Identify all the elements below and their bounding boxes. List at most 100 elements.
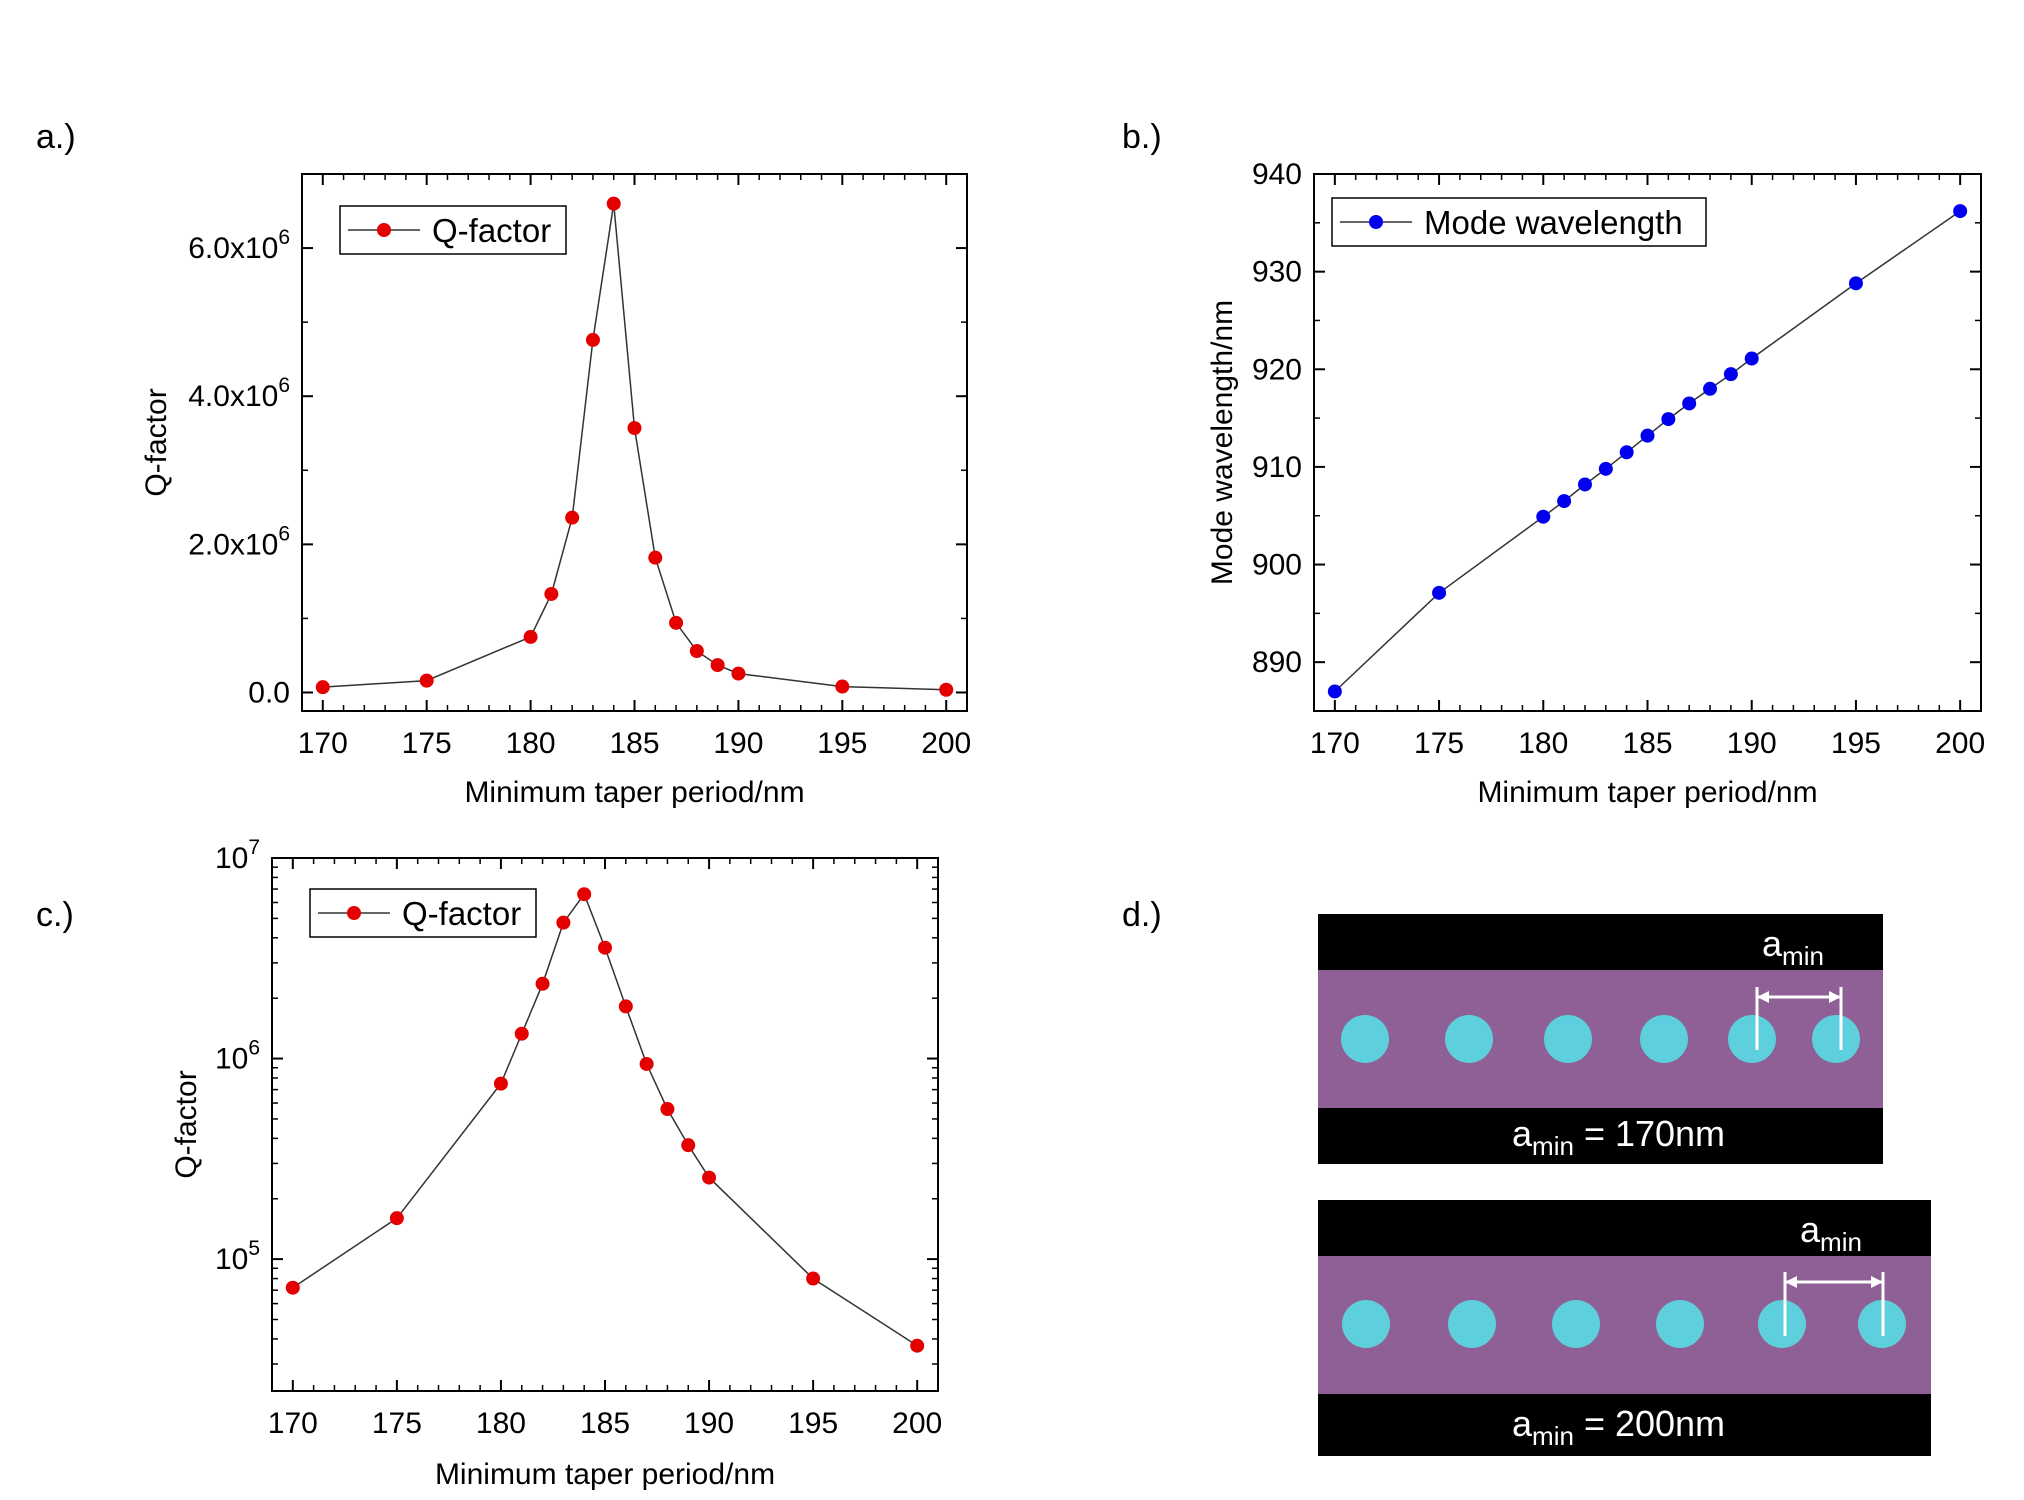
chart-c-data-point: [556, 915, 571, 930]
chart-a-xtick-label: 175: [402, 727, 452, 760]
chart-b-xtick-label: 180: [1518, 727, 1568, 760]
chart-b-ytick-label: 900: [1252, 549, 1302, 582]
chart-b-data-point: [1744, 351, 1759, 366]
chart-a-xlabel: Minimum taper period/nm: [464, 776, 804, 809]
schematic-top: amin amin = 170nm: [1318, 914, 1883, 1164]
panel-label-b: b.): [1122, 118, 1162, 156]
bottom-caption-sub: min: [1532, 1421, 1574, 1451]
chart-a-data-point: [710, 658, 725, 673]
chart-a: 170 175 180 185 190 195 2000.02.0x1064.0x1066.…: [140, 173, 971, 809]
chart-c-data-point: [389, 1211, 404, 1226]
bottom-period-label-a: a: [1800, 1209, 1821, 1250]
chart-a-data-point: [835, 679, 850, 694]
top-lower-bar: [1318, 1108, 1883, 1164]
air-hole: [1448, 1300, 1496, 1348]
bottom-period-arrowhead-left: [1785, 1276, 1797, 1288]
chart-b-data-point: [1723, 367, 1738, 382]
chart-a-ytick-exp: 6: [278, 374, 290, 397]
chart-b-ytick-base: 930: [1252, 256, 1302, 289]
air-hole: [1445, 1015, 1493, 1063]
chart-b-ytick-base: 920: [1252, 353, 1302, 386]
chart-a-data-point: [669, 615, 684, 630]
chart-c-data-point: [910, 1338, 925, 1353]
chart-c-data-point: [618, 999, 633, 1014]
schematic-bottom: amin amin = 200nm: [1318, 1200, 1931, 1456]
chart-b-ytick-label: 930: [1252, 256, 1302, 289]
chart-c-data-point: [577, 887, 592, 902]
bottom-caption-value: = 200nm: [1574, 1403, 1725, 1444]
chart-c-xtick-label: 195: [788, 1407, 838, 1440]
chart-a-ytick-base: 4.0x10: [188, 380, 278, 413]
chart-b-data-point: [1598, 461, 1613, 476]
chart-a-xtick-label: 200: [921, 727, 971, 760]
chart-c-data-point: [535, 976, 550, 991]
chart-a-data-point: [523, 629, 538, 644]
chart-c-ytick-exp: 5: [248, 1237, 260, 1260]
chart-c-data-point: [493, 1076, 508, 1091]
chart-a-data-point: [627, 421, 642, 436]
top-period-arrowhead-right: [1829, 991, 1841, 1003]
chart-a-ytick-base: 0.0: [248, 676, 290, 709]
chart-c-ytick-base: 10: [215, 842, 248, 875]
panel-label-a: a.): [36, 118, 76, 156]
chart-b-ytick-label: 920: [1252, 353, 1302, 386]
chart-b-xlabel: Minimum taper period/nm: [1477, 776, 1817, 809]
chart-a-legend-marker: [377, 223, 391, 237]
chart-a-ylabel: Q-factor: [140, 388, 173, 496]
chart-b-data-point: [1848, 276, 1863, 291]
chart-b-xtick-label: 170: [1310, 727, 1360, 760]
chart-a-data-point: [565, 510, 580, 525]
chart-b-data-point: [1536, 509, 1551, 524]
chart-a-ytick-label: 4.0x106: [188, 374, 290, 413]
bottom-period-label: amin: [1800, 1209, 1862, 1257]
bottom-period-arrowhead-right: [1871, 1276, 1883, 1288]
bottom-caption: amin = 200nm: [1512, 1403, 1725, 1451]
chart-a-data-point: [544, 586, 559, 601]
bottom-period-label-sub: min: [1820, 1227, 1862, 1257]
chart-a-data-point: [939, 682, 954, 697]
chart-c-legend: Q-factor: [309, 888, 537, 938]
chart-c-legend-marker: [347, 906, 361, 920]
chart-b-ytick-base: 900: [1252, 549, 1302, 582]
top-caption-sub: min: [1532, 1131, 1574, 1161]
chart-a-data-point: [606, 196, 621, 211]
panel-label-d: d.): [1122, 896, 1162, 934]
top-period-label: amin: [1762, 923, 1824, 971]
chart-a-data-point: [315, 680, 330, 695]
chart-a-legend: Q-factor: [339, 205, 567, 255]
chart-b-xtick-label: 195: [1831, 727, 1881, 760]
chart-a-ytick-base: 6.0x10: [188, 232, 278, 265]
air-hole: [1341, 1015, 1389, 1063]
chart-c-ytick-exp: 6: [248, 1037, 260, 1060]
chart-a-xtick-label: 190: [713, 727, 763, 760]
top-waveguide: [1318, 970, 1883, 1108]
chart-b-data-point: [1577, 477, 1592, 492]
chart-b-data-point: [1640, 428, 1655, 443]
chart-a-ytick-exp: 6: [278, 226, 290, 249]
chart-c-xlabel: Minimum taper period/nm: [435, 1458, 775, 1491]
chart-c-xtick-label: 170: [268, 1407, 318, 1440]
chart-c-xtick-label: 190: [684, 1407, 734, 1440]
chart-c-ytick-label: 107: [215, 836, 260, 875]
top-period-label-sub: min: [1782, 941, 1824, 971]
chart-a-ytick-label: 0.0: [248, 676, 290, 709]
chart-a-legend-label: Q-factor: [432, 212, 551, 249]
chart-b-legend: Mode wavelength: [1331, 197, 1707, 247]
chart-c-data-point: [702, 1170, 717, 1185]
air-hole: [1342, 1300, 1390, 1348]
chart-a-ytick-exp: 6: [278, 522, 290, 545]
chart-b-series-line: [1334, 210, 1961, 693]
chart-c-ytick-base: 10: [215, 1043, 248, 1076]
chart-b-ytick-base: 910: [1252, 451, 1302, 484]
chart-b-data-point: [1432, 585, 1447, 600]
chart-c-ytick-label: 105: [215, 1237, 260, 1276]
bottom-waveguide: [1318, 1256, 1931, 1394]
chart-c-ylabel: Q-factor: [170, 1070, 203, 1178]
air-hole: [1728, 1015, 1776, 1063]
chart-c-ytick-label: 106: [215, 1037, 260, 1076]
air-hole: [1552, 1300, 1600, 1348]
chart-c-data-point: [806, 1271, 821, 1286]
air-hole: [1758, 1300, 1806, 1348]
chart-c-data-point: [681, 1138, 696, 1153]
